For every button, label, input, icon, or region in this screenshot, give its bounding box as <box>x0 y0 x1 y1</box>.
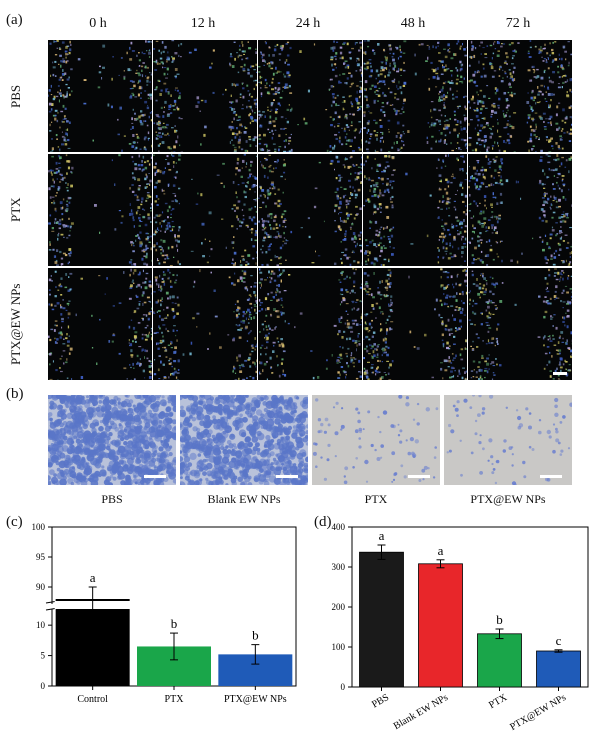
panel-label-d: (d) <box>314 514 332 530</box>
row-label-pbs: PBS <box>8 84 23 108</box>
wound-image <box>363 268 467 380</box>
scale-bar <box>553 372 567 375</box>
significance-letter: b <box>496 612 503 627</box>
wound-image <box>258 268 362 380</box>
ytick-label: 90 <box>36 582 46 592</box>
ytick-label: 300 <box>332 562 346 572</box>
significance-letter: b <box>171 616 178 631</box>
scale-bar <box>540 475 562 478</box>
significance-letter: a <box>379 528 385 543</box>
category-label: PTX <box>487 692 510 711</box>
wound-image <box>363 40 467 152</box>
panel-label-b: (b) <box>6 386 24 402</box>
row-label-ptx-ew-nps: PTX@EW NPs <box>8 283 23 365</box>
ytick-label: 10 <box>36 620 46 630</box>
ytick-label: 100 <box>32 522 46 532</box>
wound-image <box>468 268 572 380</box>
wound-image <box>48 154 152 266</box>
micrograph-ptx-ew-nps <box>444 395 572 485</box>
category-label: PTX@EW NPs <box>224 694 287 705</box>
scale-bar <box>144 475 166 478</box>
caption-ptx: PTX <box>364 492 388 506</box>
wound-image <box>153 154 257 266</box>
wound-image <box>468 40 572 152</box>
significance-letter: a <box>438 543 444 558</box>
scale-bar <box>408 475 430 478</box>
wound-image <box>153 268 257 380</box>
micrograph-ptx <box>312 395 440 485</box>
caption-pbs: PBS <box>101 492 123 506</box>
bar <box>359 551 404 688</box>
scale-bar <box>276 475 298 478</box>
bar <box>536 650 581 688</box>
time-label-4: 72 h <box>505 16 531 31</box>
bar <box>418 563 463 688</box>
bar <box>55 599 130 686</box>
wound-image <box>48 268 152 380</box>
chart-d: 0 100 200 300 400 a PBS a Blank EW NPs b PTX c PTX@E… <box>332 522 589 733</box>
category-label: PBS <box>370 692 391 710</box>
caption-ptx-ew-nps: PTX@EW NPs <box>470 492 546 506</box>
wound-image <box>48 40 152 152</box>
wound-image <box>153 40 257 152</box>
category-label: PTX <box>165 694 185 705</box>
wound-image <box>363 154 467 266</box>
ytick-label: 0 <box>41 681 46 691</box>
caption-blank-ew-nps: Blank EW NPs <box>207 492 281 506</box>
time-label-0: 0 h <box>89 16 107 31</box>
wound-image <box>258 154 362 266</box>
ytick-label: 95 <box>36 552 46 562</box>
significance-letter: c <box>556 633 562 648</box>
bar <box>477 633 522 688</box>
time-label-2: 24 h <box>295 16 321 31</box>
panel-label-c: (c) <box>6 514 23 530</box>
ytick-label: 0 <box>341 682 346 692</box>
micrograph-pbs <box>48 395 176 485</box>
ytick-label: 100 <box>332 642 346 652</box>
wound-image <box>258 40 362 152</box>
significance-letter: a <box>90 570 96 585</box>
chart-c: 90 95 100 0 5 10 a Control b PTX b PTX@EW NPs <box>32 522 297 705</box>
category-label: PTX@EW NPs <box>508 692 568 733</box>
category-label: Control <box>77 694 108 705</box>
wound-image <box>468 154 572 266</box>
ytick-label: 400 <box>332 522 346 532</box>
time-label-3: 48 h <box>400 16 426 31</box>
micrograph-blank-ew-nps <box>180 395 308 485</box>
significance-letter: b <box>252 628 259 643</box>
time-label-1: 12 h <box>190 16 216 31</box>
category-label: Blank EW NPs <box>392 692 450 732</box>
ytick-label: 5 <box>41 651 46 661</box>
ytick-label: 200 <box>332 602 346 612</box>
row-label-ptx: PTX <box>8 197 23 223</box>
panel-label-a: (a) <box>6 12 23 28</box>
